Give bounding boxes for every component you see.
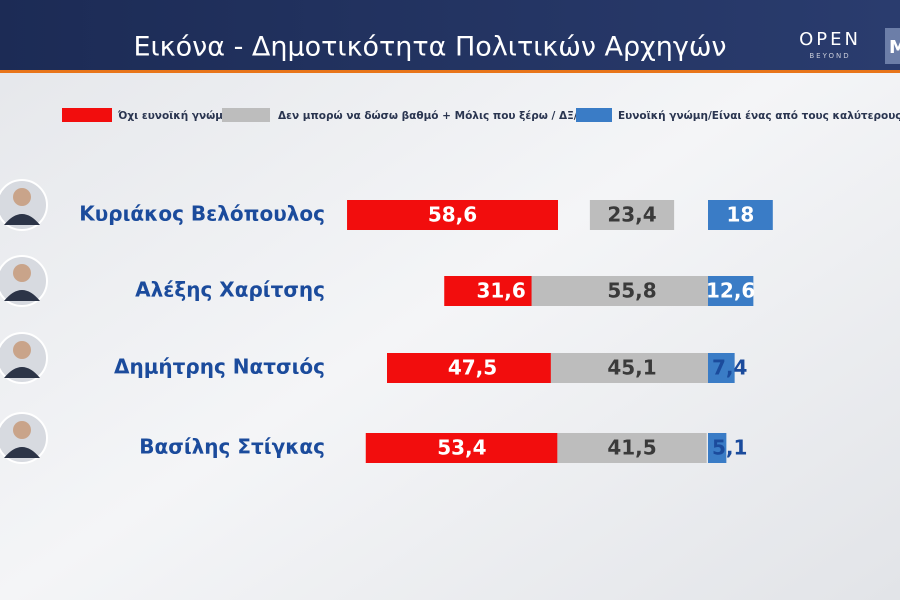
avatar-head [13, 264, 31, 282]
legend-label: Ευνοϊκή γνώμη/Είναι ένας από τους καλύτε… [618, 110, 900, 122]
value-label: 18 [726, 203, 754, 227]
value-label: 53,4 [437, 436, 486, 460]
avatar-head [13, 341, 31, 359]
title: Εικόνα - Δημοτικότητα Πολιτικών Αρχηγών [133, 32, 726, 63]
category-label: Δημήτρης Νατσιός [114, 355, 325, 379]
bar [531, 276, 733, 306]
legend-swatch [62, 108, 112, 122]
bar [365, 433, 558, 463]
value-label: 31,6 [476, 279, 525, 303]
avatar-head [13, 421, 31, 439]
bar [708, 276, 754, 306]
value-label: 55,8 [607, 279, 656, 303]
logo-sub: BEYOND [809, 52, 850, 60]
avatar-head [13, 188, 31, 206]
legend-label: Δεν μπορώ να δώσω βαθμό + Μόλις που ξέρω… [278, 110, 595, 122]
category-label: Αλέξης Χαρίτσης [135, 278, 325, 302]
logo: OPEN [799, 29, 861, 50]
bar [550, 353, 714, 383]
header-line [0, 70, 900, 73]
bar [708, 200, 773, 230]
bar [708, 353, 735, 383]
bar [557, 433, 707, 463]
avatar-body [4, 214, 40, 225]
value-label: 41,5 [607, 436, 656, 460]
bar [387, 353, 558, 383]
value-label: 45,1 [607, 356, 656, 380]
category-label: Βασίλης Στίγκας [139, 435, 325, 459]
legend-swatch [222, 108, 270, 122]
logo-box [885, 28, 900, 64]
legend-label: Όχι ευνοϊκή γνώμη [117, 110, 231, 122]
value-label: 23,4 [607, 203, 656, 227]
value-label: 58,6 [428, 203, 477, 227]
value-label: 12,6 [706, 279, 755, 303]
value-label: 5,1 [712, 436, 747, 460]
bar [347, 200, 558, 230]
legend-swatch [576, 108, 612, 122]
avatar-body [4, 290, 40, 301]
value-label: 7,4 [712, 356, 747, 380]
avatar-body [4, 447, 40, 458]
value-label: 47,5 [448, 356, 497, 380]
category-label: Κυριάκος Βελόπουλος [79, 202, 325, 226]
logo-cut: M [889, 37, 900, 58]
header [0, 0, 900, 70]
bar [708, 433, 727, 463]
bar [589, 200, 675, 230]
avatar-body [4, 367, 40, 378]
